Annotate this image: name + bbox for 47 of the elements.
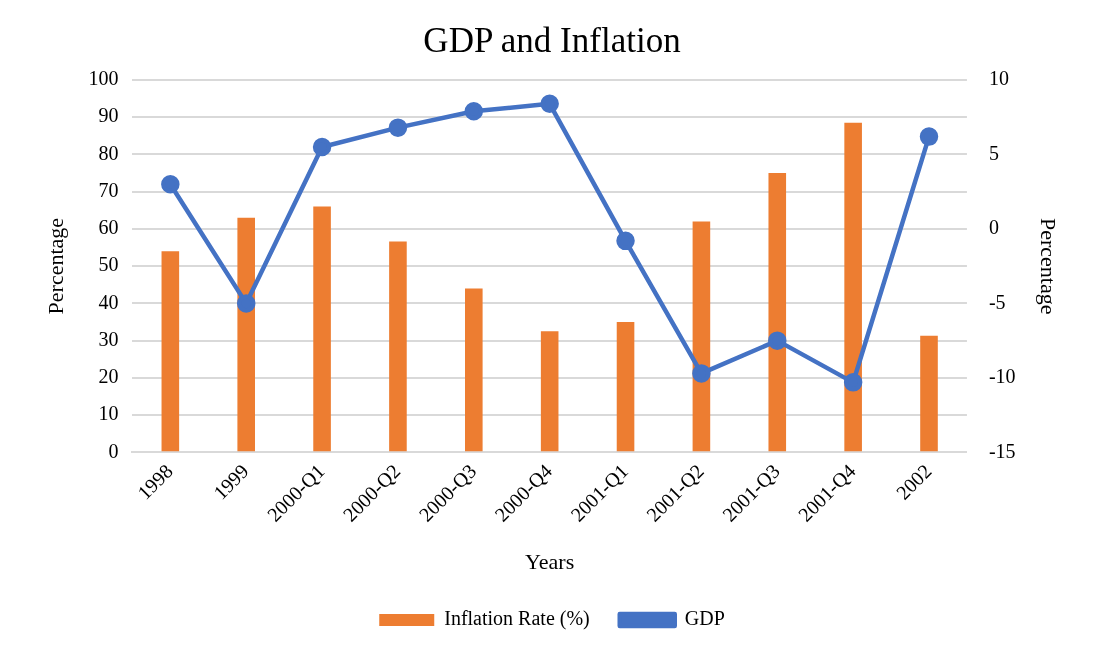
bar: [920, 335, 938, 452]
y-tick-label: 60: [98, 216, 119, 239]
y2-tick-label: -5: [988, 290, 1006, 313]
point: [464, 102, 484, 121]
y-tick-label: 50: [98, 253, 119, 276]
bar: [844, 122, 862, 452]
bar: [540, 331, 559, 452]
y2-tick-label: 10: [988, 67, 1009, 90]
bar: [465, 288, 483, 452]
y-tick-label: 10: [98, 402, 119, 425]
point: [388, 118, 408, 137]
y2-tick-label: 5: [988, 141, 999, 164]
point: [616, 231, 635, 251]
y-tick-label: 100: [88, 67, 119, 90]
y-tick-label: 90: [98, 104, 119, 127]
bar: [237, 217, 255, 452]
bar: [616, 322, 635, 452]
y-tick-label: 70: [98, 178, 119, 201]
x-tick-label: 1998: [133, 459, 177, 504]
y-axis-title: Percentage: [42, 217, 68, 315]
point: [919, 127, 939, 146]
bar: [692, 221, 711, 452]
y2-tick-label: 0: [988, 216, 999, 239]
x-tick-label: 1999: [208, 459, 253, 504]
point: [843, 373, 863, 392]
legend-label: Inflation Rate (%): [444, 607, 590, 631]
point: [540, 94, 559, 114]
bar: [389, 241, 407, 452]
point: [236, 294, 256, 313]
y2-axis-title: Percentage: [1036, 217, 1062, 315]
point: [312, 137, 332, 157]
y2-tick-label: -15: [988, 439, 1016, 462]
y2-tick-label: -10: [988, 365, 1016, 388]
legend-label: GDP: [684, 607, 725, 630]
bar: [161, 251, 180, 452]
y-tick-label: 30: [98, 327, 119, 350]
point: [161, 175, 180, 194]
y-tick-label: 40: [98, 290, 119, 313]
bar: [768, 173, 787, 452]
point: [692, 364, 711, 383]
point: [768, 331, 787, 350]
x-axis-title: Years: [525, 548, 575, 574]
chart-title: GDP and Inflation: [423, 21, 681, 61]
y-tick-label: 20: [98, 365, 119, 388]
bar: [313, 206, 331, 452]
y-tick-label: 0: [108, 439, 119, 462]
y-tick-label: 80: [98, 141, 119, 164]
